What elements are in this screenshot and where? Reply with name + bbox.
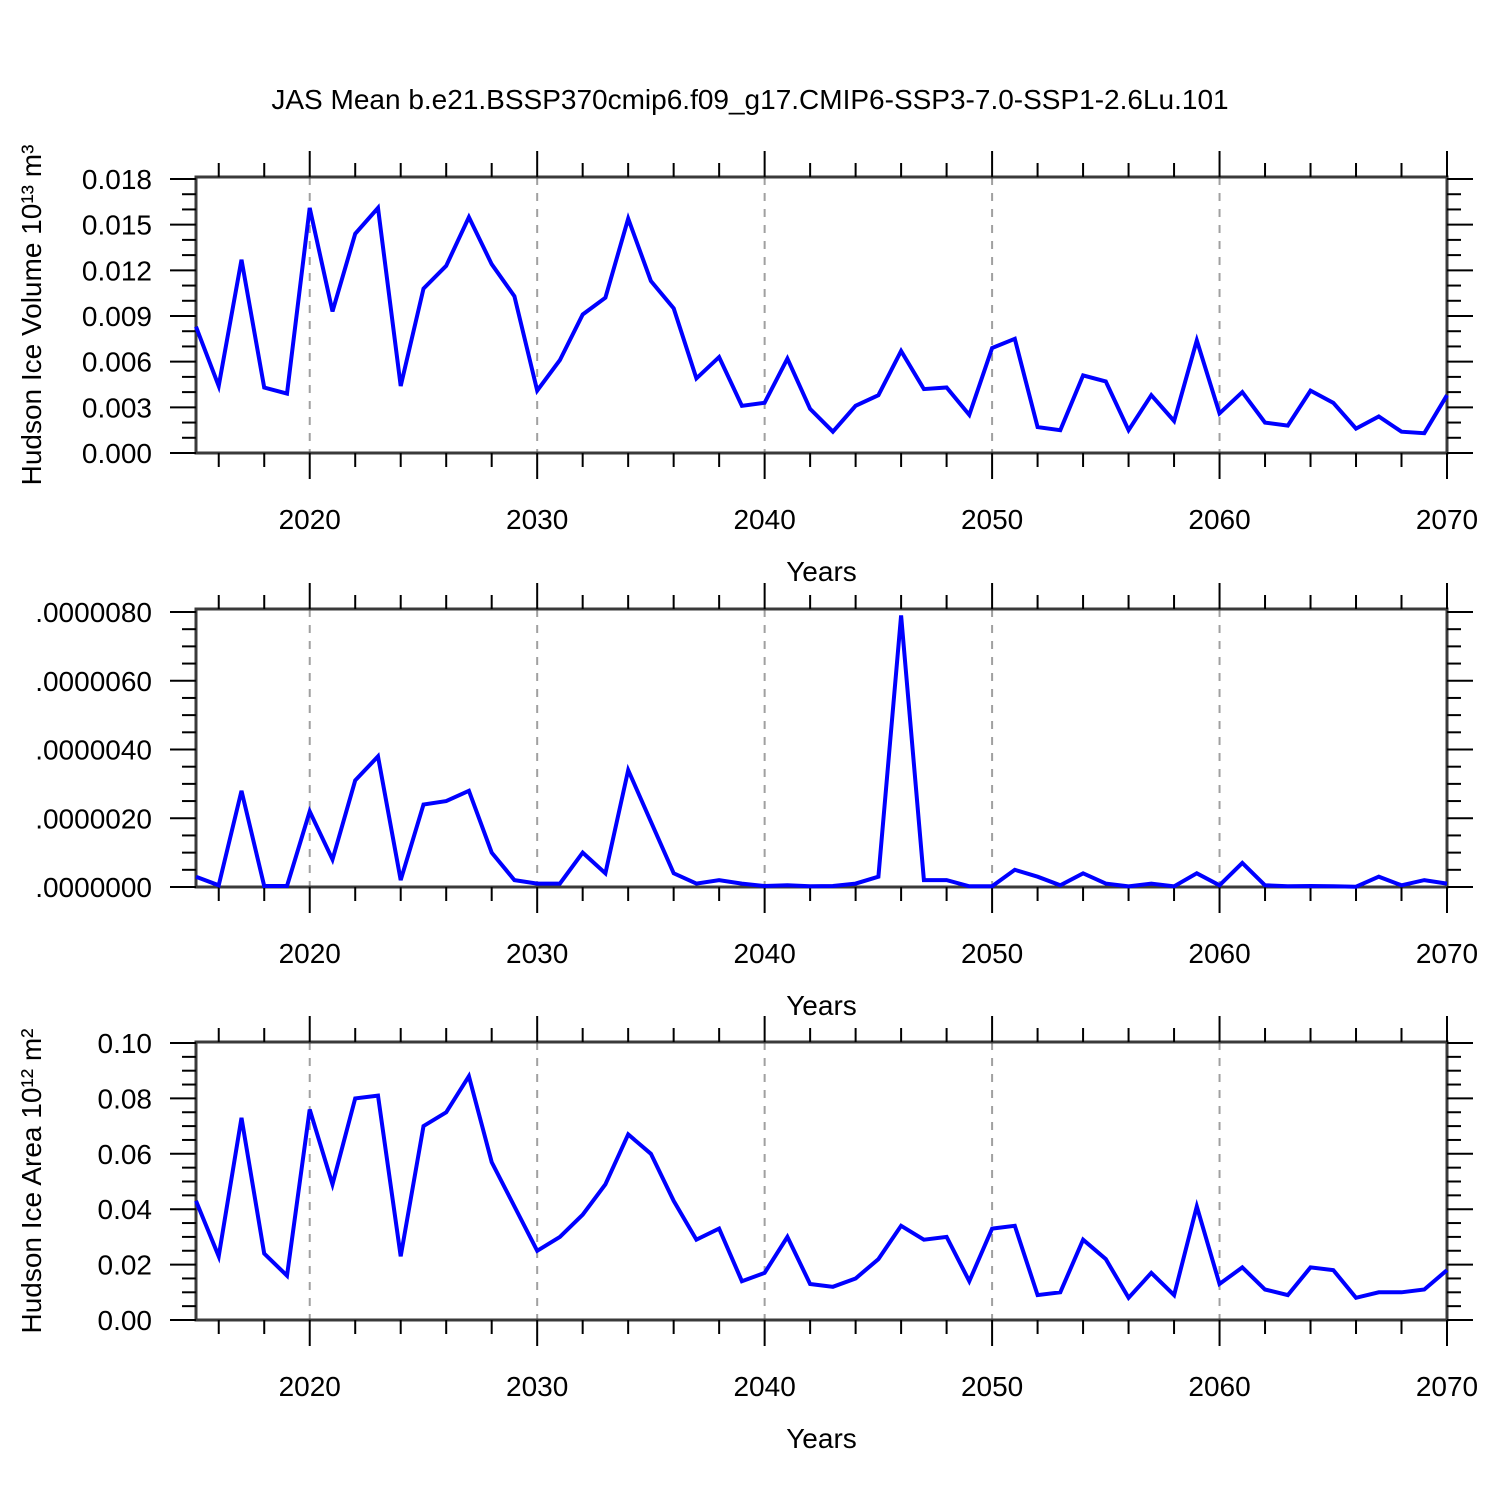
figure-title: JAS Mean b.e21.BSSP370cmip6.f09_g17.CMIP… — [271, 84, 1229, 115]
y-axis-title-ice-area: Hudson Ice Area 10¹² m² — [16, 1028, 47, 1334]
panel-2: .0000000 .0000020 .0000040 .0000060 .0000080… — [35, 583, 1478, 1021]
gridlines — [308, 609, 1221, 887]
tick-labels: 0.00 0.02 0.04 0.06 0.08 0.10 2020 2030 2040 2050… — [98, 1028, 1479, 1454]
series-line — [194, 1071, 1449, 1302]
tick-labels: .0000000 .0000020 .0000040 .0000060 .0000080… — [35, 597, 1478, 1021]
y-tick-label: 0.009 — [82, 301, 152, 332]
y-tick-label: .0000020 — [35, 803, 152, 834]
x-tick-label: 2070 — [1416, 938, 1478, 969]
x-tick-label: 2060 — [1188, 504, 1250, 535]
x-tick-label: 2020 — [279, 504, 341, 535]
y-tick-label: .0000080 — [35, 597, 152, 628]
x-axis-title: Years — [786, 556, 857, 587]
x-tick-label: 2050 — [961, 1371, 1023, 1402]
x-tick-label: 2030 — [506, 1371, 568, 1402]
series-line — [194, 203, 1449, 436]
y-tick-label: 0.10 — [98, 1028, 153, 1059]
x-tick-label: 2050 — [961, 504, 1023, 535]
x-tick-label: 2070 — [1416, 1371, 1478, 1402]
x-tick-label: 2060 — [1188, 938, 1250, 969]
x-tick-label: 2030 — [506, 504, 568, 535]
y-tick-label: 0.02 — [98, 1250, 153, 1281]
x-tick-label: 2030 — [506, 938, 568, 969]
x-tick-label: 2020 — [279, 1371, 341, 1402]
y-tick-label: 0.018 — [82, 164, 152, 195]
y-tick-label: .0000000 — [35, 872, 152, 903]
x-tick-label: 2060 — [1188, 1371, 1250, 1402]
plot-box — [194, 1040, 1449, 1322]
x-tick-label: 2040 — [733, 938, 795, 969]
y-tick-label: 0.012 — [82, 255, 152, 286]
y-axis-title-ice-volume: Hudson Ice Volume 10¹³ m³ — [16, 144, 47, 486]
x-tick-label: 2040 — [733, 1371, 795, 1402]
x-tick-label: 2020 — [279, 938, 341, 969]
y-tick-label: 0.04 — [98, 1194, 153, 1225]
x-tick-label: 2050 — [961, 938, 1023, 969]
panel-3: 0.00 0.02 0.04 0.06 0.08 0.10 2020 2030 2040 2050… — [98, 1016, 1479, 1454]
series-line — [195, 615, 1448, 889]
y-tick-label: 0.06 — [98, 1139, 153, 1170]
y-tick-label: 0.00 — [98, 1305, 153, 1336]
y-tick-label: 0.08 — [98, 1083, 153, 1114]
x-axis-title: Years — [786, 1423, 857, 1454]
ticks — [170, 1016, 1473, 1346]
gridlines — [308, 1042, 1221, 1320]
ticks — [170, 151, 1473, 479]
y-tick-label: .0000060 — [35, 666, 152, 697]
y-tick-label: 0.000 — [82, 438, 152, 469]
x-tick-label: 2070 — [1416, 504, 1478, 535]
x-tick-label: 2040 — [733, 504, 795, 535]
panel-1: 0.000 0.003 0.006 0.009 0.012 0.015 0.018 2020 2… — [82, 151, 1478, 587]
x-axis-title: Years — [786, 990, 857, 1021]
ticks — [170, 583, 1473, 913]
y-tick-label: 0.003 — [82, 392, 152, 423]
gridlines — [308, 177, 1221, 453]
y-tick-label: 0.015 — [82, 210, 152, 241]
plot-box — [194, 607, 1449, 889]
y-tick-label: .0000040 — [35, 735, 152, 766]
tick-labels: 0.000 0.003 0.006 0.009 0.012 0.015 0.018 2020 2… — [82, 164, 1478, 587]
plot-box — [194, 175, 1449, 455]
y-tick-label: 0.006 — [82, 347, 152, 378]
